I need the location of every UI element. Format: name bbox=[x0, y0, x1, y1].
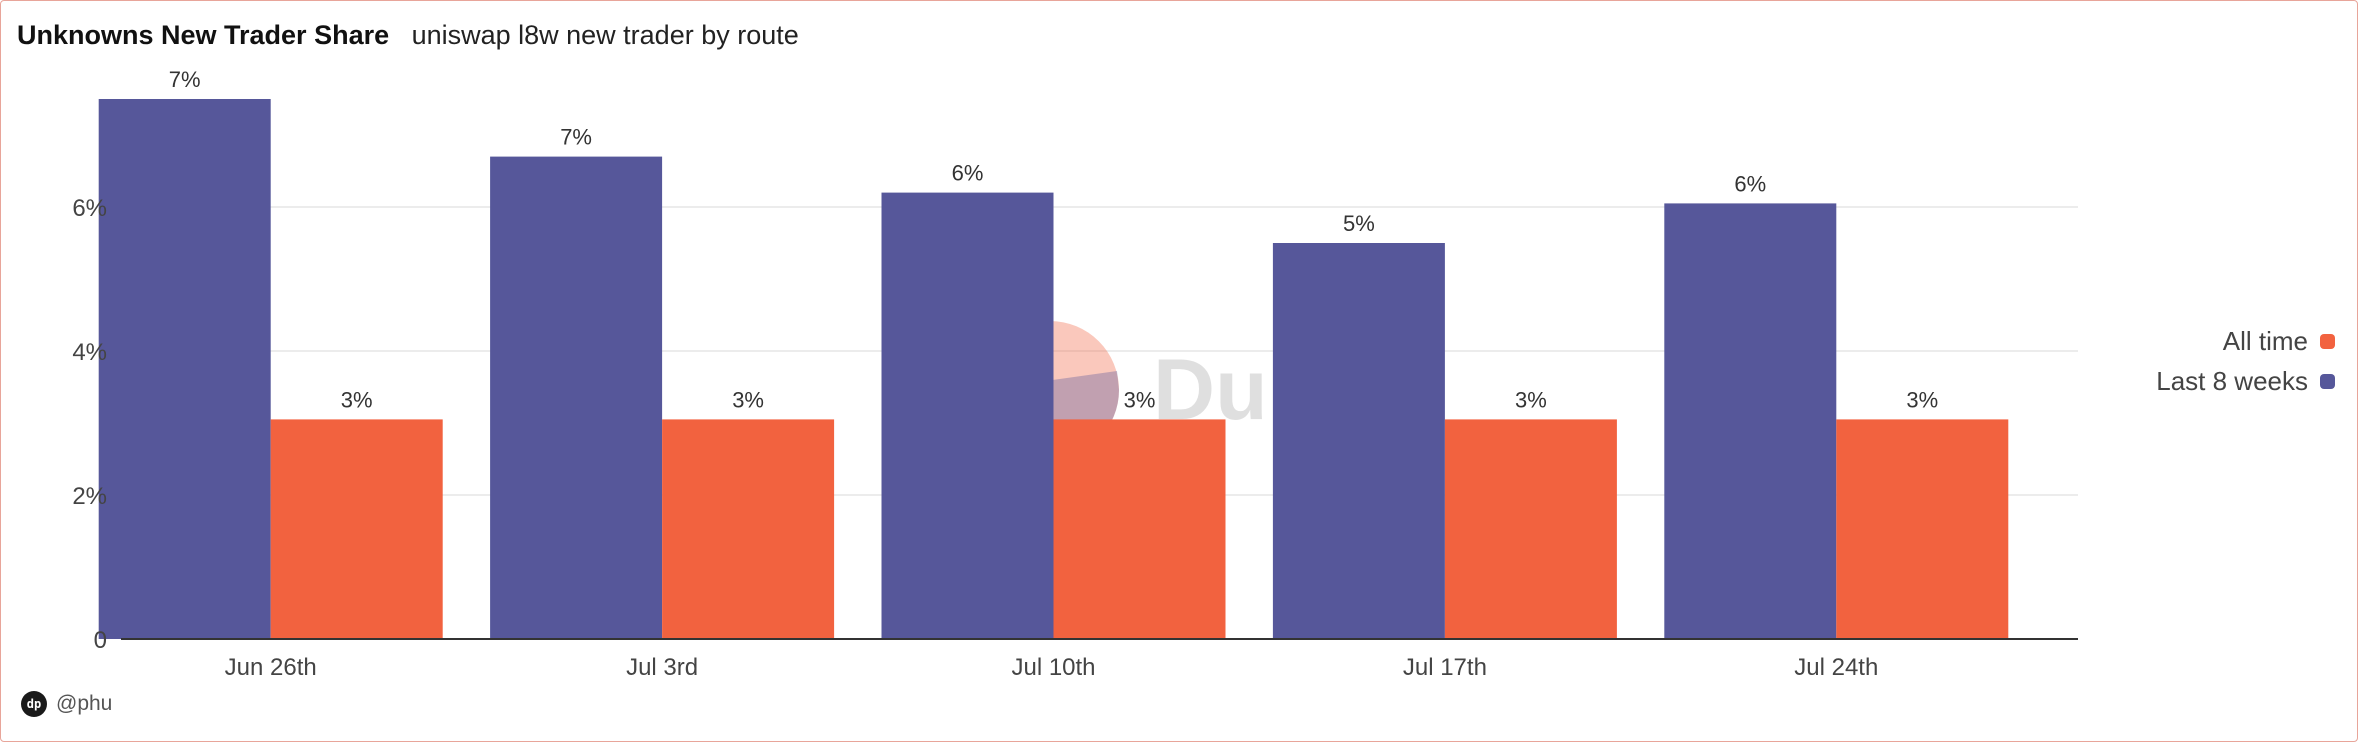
data-label-last-8-weeks: 7% bbox=[560, 125, 592, 150]
bar-last-8-weeks[interactable] bbox=[98, 99, 271, 639]
x-tick-label: Jul 17th bbox=[1403, 654, 1487, 681]
bars bbox=[98, 99, 2009, 639]
dune-avatar-icon[interactable]: dp bbox=[21, 691, 47, 717]
chart-header: Unknowns New Trader Share uniswap l8w ne… bbox=[17, 20, 799, 51]
legend-item-last-8-weeks[interactable]: Last 8 weeks bbox=[2156, 361, 2335, 401]
data-label-all-time: 3% bbox=[732, 387, 764, 412]
data-label-last-8-weeks: 5% bbox=[1343, 211, 1375, 236]
data-label-all-time: 3% bbox=[341, 387, 373, 412]
legend-swatch-all-time bbox=[2320, 333, 2335, 349]
chart-title: Unknowns New Trader Share bbox=[17, 20, 390, 50]
bar-last-8-weeks[interactable] bbox=[490, 156, 663, 639]
chart-footer: dp @phu bbox=[21, 691, 112, 717]
data-label-last-8-weeks: 6% bbox=[952, 161, 984, 186]
bar-last-8-weeks[interactable] bbox=[881, 192, 1054, 639]
bar-all-time[interactable] bbox=[662, 419, 835, 639]
y-tick-label: 0 bbox=[94, 627, 107, 654]
data-labels: 7% 3% 7% 3% 6% 3% 5% 3% 6% 3% bbox=[169, 67, 1938, 412]
legend-label-all-time: All time bbox=[2222, 325, 2308, 356]
data-label-last-8-weeks: 7% bbox=[169, 67, 201, 92]
data-label-all-time: 3% bbox=[1124, 387, 1156, 412]
axes: 0 2% 4% 6% Jun 26th Jul 3rd Jul 10th Jul 17th Ju… bbox=[72, 195, 2078, 681]
x-tick-label: Jul 24th bbox=[1794, 654, 1878, 681]
y-tick-label: 4% bbox=[72, 339, 107, 366]
data-label-all-time: 3% bbox=[1906, 387, 1938, 412]
y-tick-label: 6% bbox=[72, 195, 107, 222]
y-tick-label: 2% bbox=[72, 483, 107, 510]
data-label-all-time: 3% bbox=[1515, 387, 1547, 412]
bar-all-time[interactable] bbox=[270, 419, 443, 639]
bar-last-8-weeks[interactable] bbox=[1272, 243, 1445, 639]
legend[interactable]: All time Last 8 weeks bbox=[2156, 321, 2335, 401]
data-label-last-8-weeks: 6% bbox=[1734, 171, 1766, 196]
bar-all-time[interactable] bbox=[1836, 419, 2009, 639]
bar-last-8-weeks[interactable] bbox=[1664, 203, 1837, 639]
x-tick-label: Jul 10th bbox=[1011, 654, 1095, 681]
author-handle[interactable]: @phu bbox=[56, 692, 113, 715]
chart-subtitle: uniswap l8w new trader by route bbox=[411, 20, 799, 50]
legend-swatch-last-8-weeks bbox=[2320, 373, 2335, 389]
legend-label-last-8-weeks: Last 8 weeks bbox=[2156, 365, 2308, 396]
bar-all-time[interactable] bbox=[1053, 419, 1226, 639]
x-tick-label: Jun 26th bbox=[225, 654, 317, 681]
bar-all-time[interactable] bbox=[1444, 419, 1617, 639]
x-tick-label: Jul 3rd bbox=[626, 654, 698, 681]
legend-item-all-time[interactable]: All time bbox=[2156, 321, 2335, 361]
